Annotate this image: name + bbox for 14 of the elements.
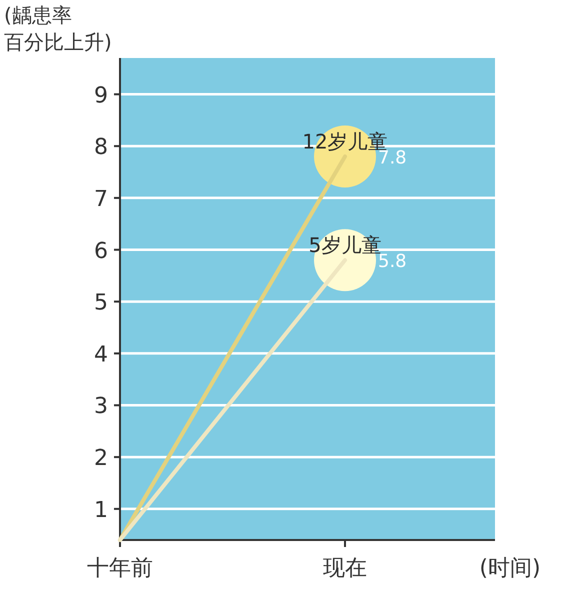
y-tick-label: 8 [94,135,108,160]
x-tick-label: 现在 [323,556,367,581]
y-tick-label: 9 [94,83,108,108]
y-tick-label: 5 [94,290,108,316]
x-tick-label: 十年前 [87,556,153,581]
y-tick-label: 7 [94,186,108,212]
y-tick-label: 3 [94,394,108,420]
y-axis-title: (龋患率百分比上升) [4,3,112,54]
y-tick-label: 6 [94,238,108,264]
y-tick-label: 4 [94,342,108,368]
x-axis-title: (时间) [479,556,541,581]
y-tick-label: 2 [94,446,108,472]
y-tick-label: 1 [94,498,108,523]
data-label: 5.8 [378,251,407,272]
